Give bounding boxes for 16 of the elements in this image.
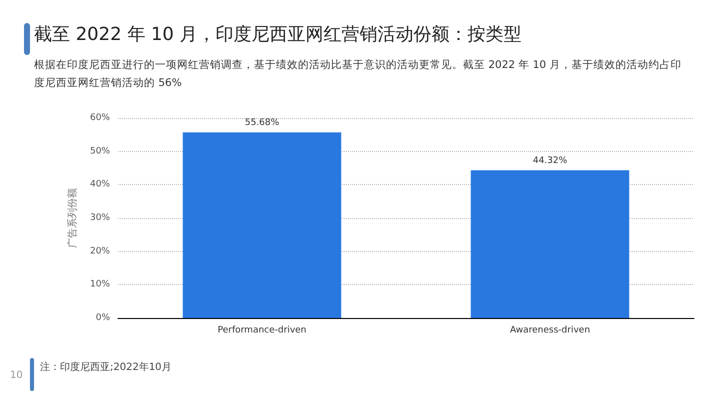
y-tick-label: 60% bbox=[90, 113, 110, 123]
chart-title: 截至 2022 年 10 月，印度尼西亚网红营销活动份额：按类型 bbox=[34, 23, 522, 46]
text: 10 bbox=[10, 370, 23, 381]
y-tick-label: 0% bbox=[96, 313, 110, 323]
y-tick-label: 50% bbox=[90, 146, 110, 156]
y-tick-label: 40% bbox=[90, 180, 110, 190]
y-tick-label: 30% bbox=[90, 213, 110, 223]
y-tick-label: 20% bbox=[90, 246, 110, 256]
data-label: 55.68% bbox=[244, 118, 280, 128]
x-tick-label: Performance-driven bbox=[218, 326, 306, 336]
data-label: 44.32% bbox=[532, 156, 568, 166]
x-tick-label: Awareness-driven bbox=[510, 326, 590, 336]
y-tick-label: 10% bbox=[90, 280, 110, 290]
y-axis-title: 广告系列份额 bbox=[66, 188, 78, 248]
text: 注：印度尼西亚;2022年10月 bbox=[40, 360, 172, 374]
chart-subtitle: 根据在印度尼西亚进行的一项网红营销调查，基于绩效的活动比基于意识的活动更常见。截至 2022 年 10 月，基于绩效的活动约占印度尼西亚网红营销活动的 56% bbox=[34, 58, 682, 91]
